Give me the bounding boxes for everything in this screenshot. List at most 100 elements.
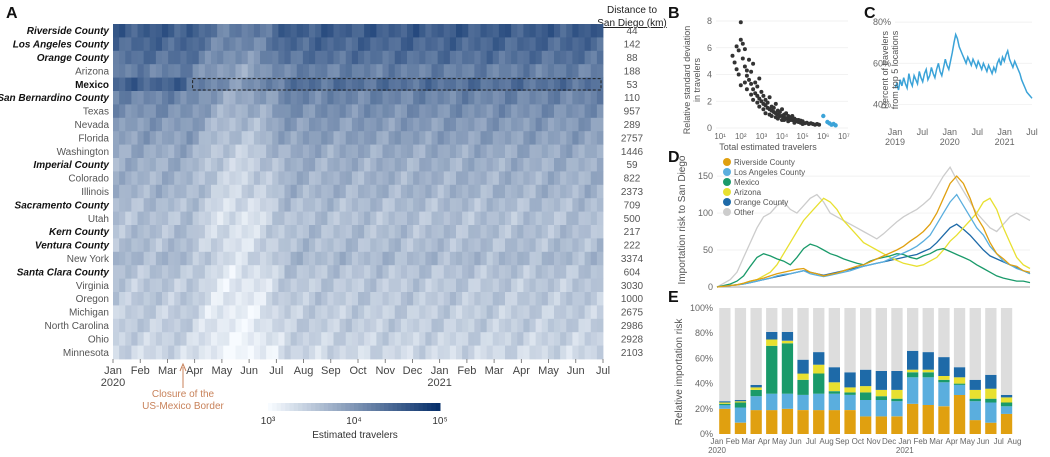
heatmap-cell [296,198,304,212]
scatter-point [738,20,743,25]
heatmap-cell [523,211,530,226]
heatmap-cell [131,24,138,38]
heatmap-cell [394,104,402,119]
heatmap-cell [425,64,432,78]
stacked-bar-segment [813,393,825,411]
heatmap-cell [498,305,506,320]
row-label: North Carolina [45,321,110,332]
heatmap-cell [162,91,169,105]
heatmap-cell [468,91,475,105]
heatmap-cell [174,305,181,320]
heatmap-cell [511,158,518,172]
heatmap-cell [358,198,365,212]
heatmap-cell [511,24,518,38]
row-label: Utah [88,214,109,225]
colorbar-segment [319,403,325,411]
heatmap-cell [253,37,261,52]
stacked-bar-segment [1000,406,1013,414]
heatmap-cell [327,171,334,186]
heatmap-cell [480,211,488,226]
heatmap-cell [162,292,169,306]
heatmap-cell [462,238,469,253]
heatmap-cell [560,158,567,172]
heatmap-cell [272,77,279,92]
heatmap-cell [554,318,561,333]
heatmap-cell [394,251,402,266]
heatmap-cell [407,50,414,65]
heatmap-cell [449,345,457,360]
x-tick-label: Jan [104,365,122,377]
heatmap-cell [143,278,151,293]
heatmap-cell [247,144,255,159]
heatmap-cell [125,91,132,105]
heatmap-cell [584,131,592,145]
heatmap-cell [596,345,604,360]
heatmap-cell [449,50,457,65]
heatmap-cell [376,24,383,38]
heatmap-cell [529,318,537,333]
heatmap-cell [155,345,163,360]
y-tick-label: 80% [695,328,713,338]
heatmap-cell [284,345,292,360]
heatmap-cell [321,238,328,253]
heatmap-cell [235,251,243,266]
heatmap-cell [462,278,469,293]
heatmap-cell [437,345,445,360]
y-tick-label: 40% [873,99,891,109]
heatmap-cell [394,265,402,279]
heatmap-cell [235,278,243,293]
heatmap-cell [321,91,328,105]
row-label: Imperial County [33,160,109,171]
heatmap-cell [449,91,457,105]
heatmap-cell [394,117,402,132]
heatmap-cell [431,158,439,172]
row-label: Michigan [69,308,109,319]
heatmap-cell [345,50,353,65]
heatmap-cell [462,345,469,360]
heatmap-cell [321,144,328,159]
heatmap-cell [517,211,524,226]
x-tick-label: Jul [269,365,283,377]
heatmap-cell [290,211,298,226]
heatmap-cell [486,278,494,293]
heatmap-cell [394,184,402,199]
heatmap-cell [425,131,432,145]
heatmap-cell [376,91,383,105]
heatmap-cell [125,64,132,78]
heatmap-cell [529,345,537,360]
scatter-point [780,107,784,112]
stacked-bar-segment [938,382,950,407]
heatmap-cell [462,131,469,145]
heatmap-cell [119,91,126,105]
heatmap-cell [382,332,390,346]
heatmap-cell [492,171,500,186]
heatmap-cell [529,117,537,132]
heatmap-cell [162,225,169,239]
heatmap-cell [449,332,457,346]
heatmap-cell [407,345,414,360]
heatmap-cell [137,198,145,212]
heatmap-cell [413,305,420,320]
heatmap-cell [364,305,371,320]
colorbar-segment [272,403,278,411]
heatmap-cell [554,265,561,279]
heatmap-cell [131,158,138,172]
heatmap-cell [407,184,414,199]
heatmap-cell [217,37,224,52]
heatmap-cell [547,265,555,279]
heatmap-cell [272,305,279,320]
scatter-point [740,56,745,61]
heatmap-cell [217,198,224,212]
stacked-bar-segment [844,410,856,434]
heatmap-cell [498,184,506,199]
heatmap-cell [143,117,151,132]
heatmap-cell [266,265,273,279]
stacked-bar-segment [750,384,762,388]
heatmap-cell [584,184,592,199]
heatmap-cell [309,318,316,333]
scatter-point [751,87,756,92]
colorbar-segment [422,403,428,411]
heatmap-cell [566,64,573,78]
colorbar-segment [285,403,290,411]
heatmap-cell [333,37,341,52]
